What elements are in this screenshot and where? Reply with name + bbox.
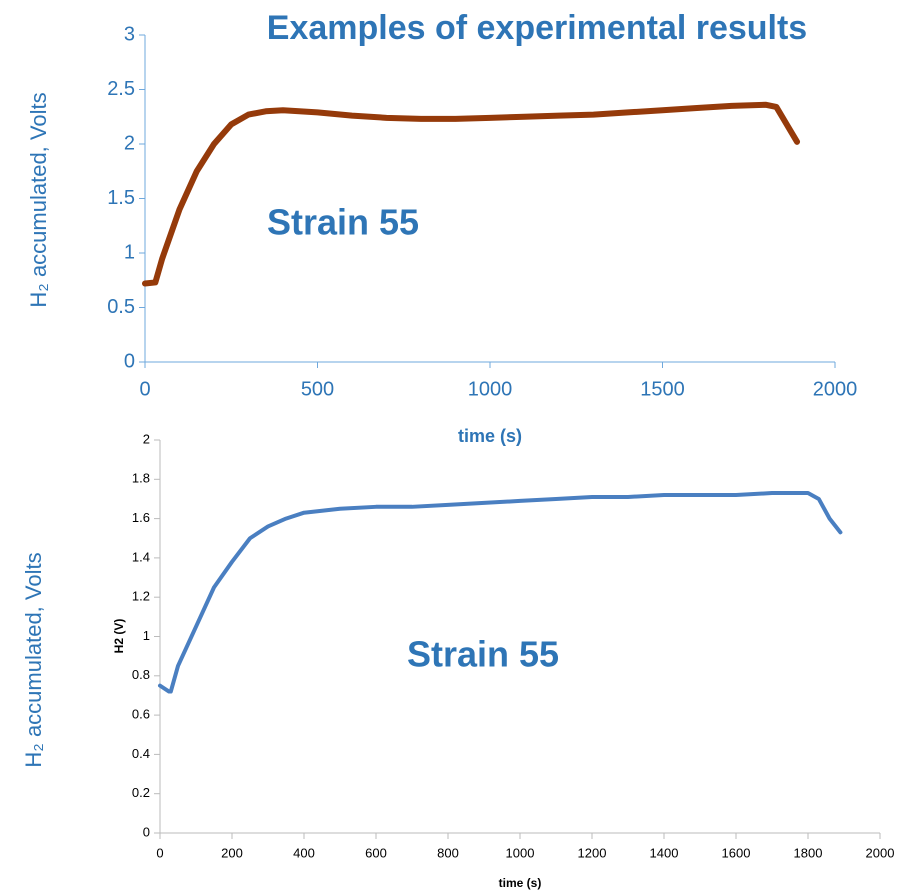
y-tick-label: 1: [143, 628, 150, 643]
y-tick-label: 2: [124, 132, 135, 154]
x-tick-label: 2000: [813, 378, 858, 400]
x-tick-label: 400: [293, 845, 315, 860]
y-tick-label: 0.4: [132, 746, 150, 761]
x-tick-label: 1000: [468, 378, 513, 400]
annotation: Strain 55: [267, 202, 419, 243]
x-tick-label: 1800: [794, 845, 823, 860]
x-tick-label: 0: [156, 845, 163, 860]
y-tick-label: 0.6: [132, 707, 150, 722]
x-tick-label: 500: [301, 378, 334, 400]
x-tick-label: 600: [365, 845, 387, 860]
x-tick-label: 1400: [650, 845, 679, 860]
y-tick-label: 1.2: [132, 589, 150, 604]
y-tick-label: 0.2: [132, 785, 150, 800]
annotation: Strain 55: [407, 634, 559, 675]
data-line: [158, 491, 843, 694]
x-tick-label: 200: [221, 845, 243, 860]
y-axis-label: H2 (V): [112, 619, 126, 654]
x-tick-label: 1200: [578, 845, 607, 860]
outer-y-label: H₂ accumulated, Volts: [21, 552, 46, 767]
y-tick-label: 0.8: [132, 667, 150, 682]
y-tick-label: 0: [124, 350, 135, 372]
y-tick-label: 3: [124, 23, 135, 45]
y-tick-label: 1.4: [132, 549, 150, 564]
y-tick-label: 2: [143, 431, 150, 446]
slide-title: Examples of experimental results: [267, 9, 807, 47]
y-axis-label: H₂ accumulated, Volts: [26, 92, 51, 307]
data-line: [142, 101, 801, 287]
x-tick-label: 2000: [866, 845, 895, 860]
y-tick-label: 1: [124, 241, 135, 263]
y-tick-label: 1.6: [132, 510, 150, 525]
y-tick-label: 0: [143, 824, 150, 839]
x-tick-label: 1500: [640, 378, 685, 400]
y-tick-label: 1.8: [132, 471, 150, 486]
y-tick-label: 2.5: [107, 78, 135, 100]
x-tick-label: 0: [139, 378, 150, 400]
y-tick-label: 0.5: [107, 296, 135, 318]
x-axis-label: time (s): [458, 426, 522, 446]
x-tick-label: 1600: [722, 845, 751, 860]
x-tick-label: 800: [437, 845, 459, 860]
x-axis-label: time (s): [499, 876, 542, 890]
x-tick-label: 1000: [506, 845, 535, 860]
y-tick-label: 1.5: [107, 187, 135, 209]
